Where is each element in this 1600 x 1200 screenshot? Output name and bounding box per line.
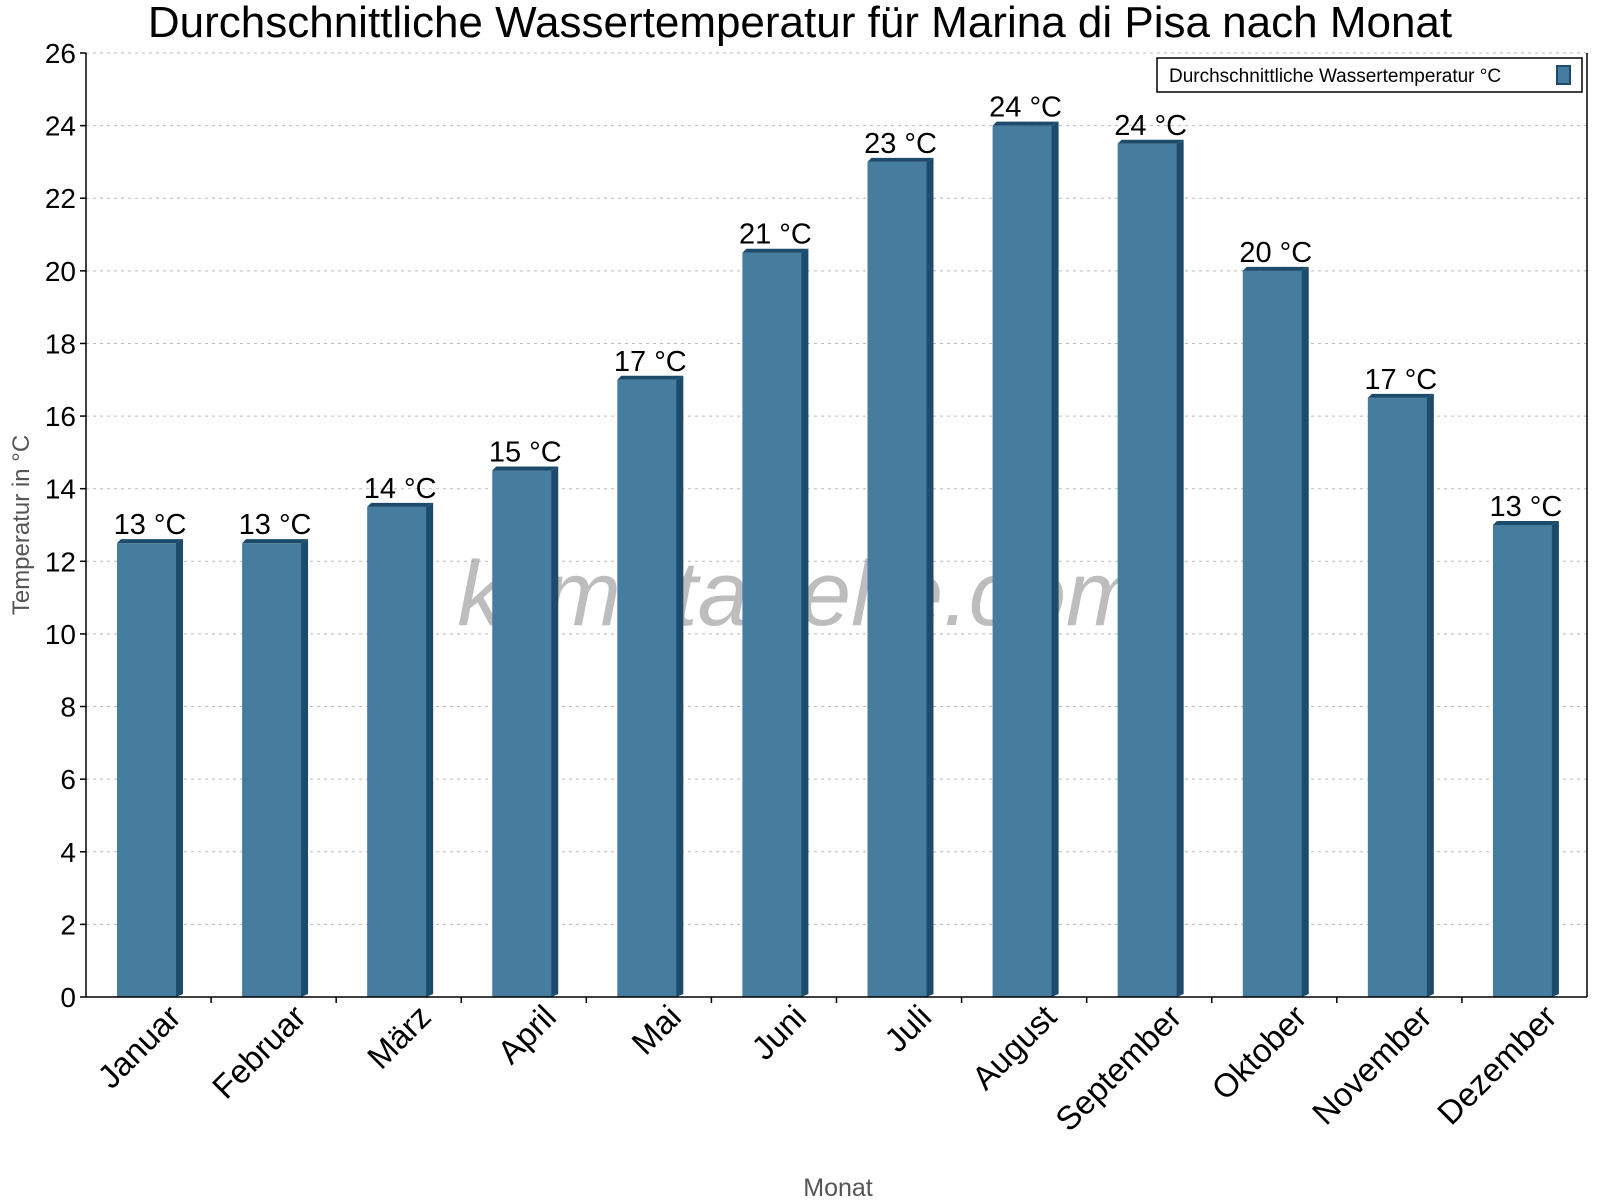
y-axis-label: Temperatur in °C xyxy=(8,435,35,615)
y-tick-label: 12 xyxy=(45,546,76,577)
bar xyxy=(867,161,928,997)
bar-top xyxy=(867,157,934,162)
legend-label: Durchschnittliche Wassertemperatur °C xyxy=(1169,66,1501,87)
bar-group: 20 °C xyxy=(1239,237,1312,997)
bar xyxy=(117,543,177,997)
y-tick-label: 18 xyxy=(45,328,76,359)
bar xyxy=(492,470,553,997)
y-tick-label: 16 xyxy=(45,401,76,432)
bar xyxy=(242,543,303,997)
bar-group: 21 °C xyxy=(739,219,812,997)
bar-group: 13 °C xyxy=(1489,491,1562,997)
x-tick-label: Juni xyxy=(744,998,813,1067)
bar xyxy=(1367,397,1428,997)
x-tick-label: Dezember xyxy=(1430,998,1564,1132)
bar-group: 23 °C xyxy=(864,128,937,997)
data-label: 17 °C xyxy=(614,346,687,378)
bar xyxy=(367,506,428,997)
y-tick-label: 20 xyxy=(45,256,76,287)
bar-side xyxy=(926,157,934,997)
legend-box xyxy=(1156,57,1583,93)
bar-side xyxy=(551,466,559,997)
data-label: 21 °C xyxy=(739,219,812,251)
bar xyxy=(1492,525,1553,997)
y-tick-label: 4 xyxy=(60,837,76,868)
bar-top xyxy=(367,502,434,507)
data-label: 24 °C xyxy=(1114,110,1187,142)
legend-swatch xyxy=(1556,65,1571,85)
x-tick-label: November xyxy=(1305,998,1439,1132)
bar-top xyxy=(492,466,559,471)
bar-top xyxy=(1117,139,1184,144)
y-tick-label: 22 xyxy=(45,183,76,214)
bar-group: 17 °C xyxy=(1364,364,1437,997)
y-tick-label: 14 xyxy=(45,474,76,505)
bar-top xyxy=(742,248,809,253)
bar-group: 24 °C xyxy=(989,92,1062,998)
x-tick-label: August xyxy=(965,998,1064,1097)
y-tick-label: 10 xyxy=(45,619,76,650)
y-tick-label: 2 xyxy=(60,909,76,940)
y-tick-label: 6 xyxy=(60,764,76,795)
bar-side xyxy=(301,539,309,997)
data-label: 13 °C xyxy=(114,509,187,541)
x-tick-label: April xyxy=(490,998,563,1071)
bar-top xyxy=(617,375,684,380)
bar xyxy=(617,379,678,997)
x-tick-label: Juli xyxy=(877,998,938,1059)
data-label: 13 °C xyxy=(1489,491,1562,523)
bar-side xyxy=(1051,121,1059,998)
bar-side xyxy=(801,248,809,997)
bar-top xyxy=(1242,266,1309,271)
y-tick-label: 8 xyxy=(60,692,76,723)
y-tick-label: 24 xyxy=(45,111,76,142)
x-tick-label: Februar xyxy=(205,998,313,1106)
bar-top xyxy=(117,539,183,544)
data-label: 15 °C xyxy=(489,437,562,469)
bar-side xyxy=(1301,266,1309,997)
grid-lines xyxy=(86,52,1587,925)
data-label: 24 °C xyxy=(989,92,1062,124)
bar-group: 13 °C xyxy=(239,509,312,997)
bar-top xyxy=(242,539,309,544)
x-tick-label: September xyxy=(1048,998,1188,1138)
bar-top xyxy=(1367,393,1434,398)
bar xyxy=(1242,270,1303,997)
data-label: 20 °C xyxy=(1239,237,1312,269)
bar-top xyxy=(992,121,1059,126)
data-label: 17 °C xyxy=(1364,364,1437,396)
bar xyxy=(1117,143,1178,997)
bar-side xyxy=(1426,393,1434,997)
x-axis-label: Monat xyxy=(803,1174,873,1200)
bar-top xyxy=(1492,521,1559,525)
legend: Durchschnittliche Wassertemperatur °C xyxy=(1156,57,1583,93)
y-tick-label: 0 xyxy=(60,982,76,1013)
bar-group: 24 °C xyxy=(1114,110,1187,997)
bar-group: 17 °C xyxy=(614,346,687,997)
data-label: 13 °C xyxy=(239,509,312,541)
x-tick-label: März xyxy=(360,998,438,1076)
bar xyxy=(992,125,1053,998)
chart-title: Durchschnittliche Wassertemperatur für M… xyxy=(148,0,1452,47)
x-tick-label: Mai xyxy=(624,998,688,1062)
bar-group: 15 °C xyxy=(489,437,562,997)
bar-group: 14 °C xyxy=(364,473,437,997)
bar-side xyxy=(426,502,434,997)
x-tick-label: Oktober xyxy=(1204,998,1313,1107)
bar-side xyxy=(1176,139,1184,997)
y-tick-label: 26 xyxy=(45,38,76,69)
bar-side xyxy=(176,539,183,997)
data-label: 14 °C xyxy=(364,473,437,505)
bar xyxy=(742,252,803,997)
data-label: 23 °C xyxy=(864,128,937,160)
bar-side xyxy=(1551,521,1559,997)
x-tick-label: Januar xyxy=(90,998,188,1096)
bar-side xyxy=(676,375,684,997)
bars: 13 °C 13 °C 14 °C 15 °C 17 °C 21 °C 23 °C 24 °C… xyxy=(114,92,1562,998)
bar-group: 13 °C xyxy=(114,509,187,997)
